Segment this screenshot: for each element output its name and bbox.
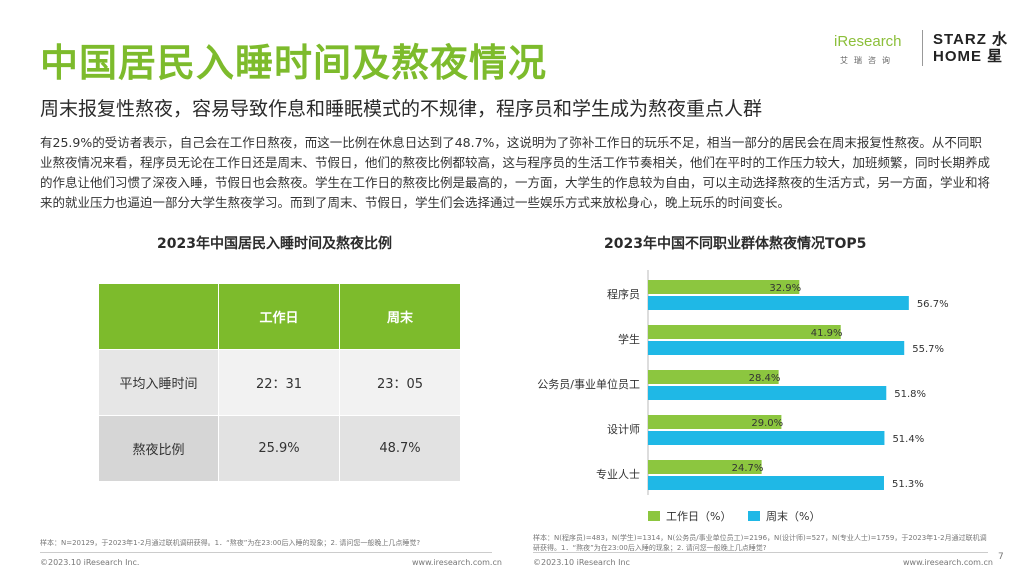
page-subtitle: 周末报复性熬夜，容易导致作息和睡眠模式的不规律，程序员和学生成为熬夜重点人群 [40, 98, 763, 120]
table-header-blank [98, 283, 219, 350]
data-label: 55.7% [912, 344, 944, 355]
intro-paragraph: 有25.9%的受访者表示，自己会在工作日熬夜，而这一比例在休息日达到了48.7%… [40, 135, 991, 210]
bar-workday [648, 460, 762, 474]
starz-home-logo: STARZ 水 HOME 星 [933, 31, 1008, 65]
bar-weekend [648, 296, 909, 310]
cell-weekend-late-ratio: 48.7% [339, 415, 461, 482]
table-header-weekend: 周末 [339, 283, 461, 350]
table-header-workday: 工作日 [218, 283, 340, 350]
chart-title: 2023年中国不同职业群体熬夜情况TOP5 [604, 236, 867, 252]
category-label: 程序员 [607, 287, 640, 301]
cell-workday-sleep-time: 22：31 [218, 349, 340, 416]
left-copyright: ©2023.10 iResearch Inc. [40, 558, 140, 567]
data-label: 51.8% [894, 389, 926, 400]
right-website: www.iresearch.com.cn [903, 558, 993, 567]
cell-workday-late-ratio: 25.9% [218, 415, 340, 482]
bar-workday [648, 415, 782, 429]
data-label: 29.0% [751, 418, 783, 429]
category-label: 专业人士 [596, 467, 640, 481]
data-label: 28.4% [749, 373, 781, 384]
category-label: 公务员/事业单位员工 [537, 377, 640, 391]
bar-workday [648, 325, 841, 339]
left-footer-divider [40, 552, 492, 553]
occupation-late-night-chart: 程序员 32.9% 56.7% 学生 41.9% 55.7% 公务员/事业单位员工 28.4%… [537, 270, 949, 523]
sleep-time-table: 工作日 周末 平均入睡时间 22：31 23：05 熬夜比例 25.9% 48.… [98, 283, 461, 482]
data-label: 32.9% [769, 283, 801, 294]
data-label: 56.7% [917, 299, 949, 310]
left-source-note: 样本：N=20129，于2023年1-2月通过联机调研获得。1．“熬夜”为在23… [40, 539, 421, 547]
legend-swatch [748, 511, 760, 521]
starz-logo-line2: HOME 星 [933, 48, 1004, 65]
table-title: 2023年中国居民入睡时间及熬夜比例 [157, 236, 392, 252]
iresearch-logo-text: iResearch [834, 33, 902, 50]
legend-label: 工作日（%） [666, 510, 731, 523]
right-footer-divider [533, 552, 988, 553]
right-copyright: ©2023.10 iResearch Inc [533, 558, 630, 567]
legend-label: 周末（%） [766, 509, 820, 523]
bar-weekend [648, 476, 884, 490]
right-source-note: 样本：N(程序员)=483，N(学生)=1314，N(公务员/事业单位员工)=2… [533, 534, 987, 552]
table-header-row: 工作日 周末 [98, 283, 461, 350]
iresearch-logo-cn: 艾瑞咨询 [840, 56, 896, 65]
logo-divider [922, 30, 923, 66]
table-row: 平均入睡时间 22：31 23：05 [98, 349, 461, 416]
legend-swatch [648, 511, 660, 521]
row-label-late-ratio: 熬夜比例 [98, 415, 219, 482]
bar-workday [648, 280, 800, 294]
cell-weekend-sleep-time: 23：05 [339, 349, 461, 416]
bar-weekend [648, 431, 885, 445]
category-label: 学生 [618, 332, 640, 346]
table-row: 熬夜比例 25.9% 48.7% [98, 415, 461, 482]
bar-weekend [648, 386, 887, 400]
iresearch-logo: iResearch 艾瑞咨询 [834, 33, 914, 67]
data-label: 41.9% [811, 328, 843, 339]
data-label: 24.7% [732, 463, 764, 474]
left-website: www.iresearch.com.cn [412, 558, 502, 567]
category-label: 设计师 [607, 423, 640, 436]
bar-weekend [648, 341, 905, 355]
data-label: 51.4% [892, 434, 924, 445]
row-label-sleep-time: 平均入睡时间 [98, 349, 219, 416]
page-title: 中国居民入睡时间及熬夜情况 [40, 41, 548, 85]
bar-workday [648, 370, 779, 384]
starz-logo-line1: STARZ 水 [933, 31, 1009, 48]
page-number: 7 [998, 552, 1004, 562]
data-label: 51.3% [892, 479, 924, 490]
